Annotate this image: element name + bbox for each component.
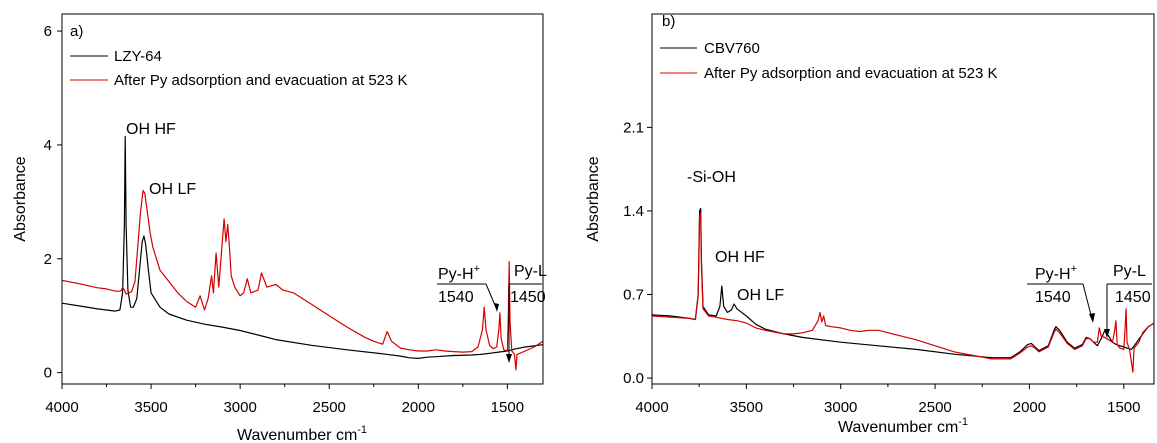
panel-b-x-tick-label: 2500: [918, 399, 951, 416]
panel-a-plot-frame: [61, 13, 544, 385]
panel-a-annot-oh-lf: OH LF: [149, 181, 196, 198]
panel-b-x-tick-label: 3000: [824, 399, 857, 416]
panel-b-x-ticks: 4000 3500 3000 2500 2000 1500: [635, 384, 1140, 416]
panel-a-x-tick-label: 2500: [313, 399, 346, 416]
panel-b-x-tick-label: 4000: [635, 399, 668, 416]
panel-a-y-tick-label: 6: [44, 23, 52, 40]
panel-b-annot-pyh-leader: [1082, 283, 1093, 320]
panel-b-legend-label-py: After Py adsorption and evacuation at 52…: [704, 65, 998, 82]
panel-b-plot-lines: [652, 207, 1154, 373]
panel-a-x-axis-title: Wavenumber cm-1: [237, 424, 367, 443]
panel-a-annot-pyh-arrowhead: [494, 303, 499, 312]
panel-a-x-axis-title-sup: -1: [357, 424, 367, 436]
panel-a-x-tick-label: 3000: [223, 399, 256, 416]
panel-a-series-line-0: [62, 135, 543, 359]
panel-a-y-axis-title: Absorbance: [12, 156, 29, 241]
panel-a-plot-lines: [62, 135, 543, 371]
panel-a-annot-pyh-text: Py-H: [438, 266, 474, 283]
panel-a-annot-pyh: Py-H+: [438, 263, 480, 283]
panel-a-y-tick-label: 0: [44, 365, 52, 382]
panel-b-annot-pyl: Py-L: [1113, 263, 1146, 280]
panel-b-annot-oh-lf: OH LF: [737, 287, 784, 304]
panel-a-y-tick-label: 2: [44, 251, 52, 268]
panel-b-annot-pyh-sup: +: [1071, 263, 1077, 275]
panel-b-x-axis-title: Wavenumber cm-1: [838, 416, 968, 436]
panel-b-series-line-0: [652, 207, 1154, 359]
panel-a-x-tick-label: 2000: [402, 399, 435, 416]
panel-b-annot-sioh: -Si-OH: [687, 169, 736, 186]
panel-b-series-line-1: [652, 212, 1154, 373]
panel-a-legend-label-py: After Py adsorption and evacuation at 52…: [114, 72, 408, 89]
panel-b-x-axis-title-sup: -1: [958, 416, 968, 428]
panel-b-x-axis-title-text: Wavenumber cm: [838, 419, 958, 436]
panel-a-x-axis-title-text: Wavenumber cm: [237, 427, 357, 443]
panel-b-y-tick-label: 2.1: [623, 119, 644, 136]
panel-a-x-tick-label: 4000: [45, 399, 78, 416]
panel-a-annot-pyh-value: 1540: [438, 289, 474, 306]
panel-b-y-tick-label: 1.4: [623, 203, 644, 220]
panel-a-label: a): [70, 23, 83, 40]
panel-b-annot-pyh-value: 1540: [1035, 289, 1071, 306]
panel-b-annot-pyl-arrowhead: [1104, 329, 1110, 338]
panel-a-annot-pyl-value: 1450: [510, 289, 546, 306]
panel-b-label: b): [662, 13, 675, 30]
panel-b-y-ticks: 0.0 0.7 1.4 2.1: [623, 119, 652, 387]
panel-b-x-tick-label: 3500: [730, 399, 763, 416]
panel-a-annot-pyh-sup: +: [474, 263, 480, 275]
panel-b-y-tick-label: 0.7: [623, 286, 644, 303]
panel-b-annot-oh-hf: OH HF: [715, 249, 765, 266]
panel-a-annot-pyl-arrowhead: [506, 354, 512, 363]
panel-b-x-tick-label: 2000: [1013, 399, 1046, 416]
panel-b-y-axis-title: Absorbance: [585, 156, 602, 241]
panel-b-x-tick-label: 1500: [1107, 399, 1140, 416]
panel-a-annot-pyl: Py-L: [514, 263, 547, 280]
panel-b-annot-pyh-text: Py-H: [1035, 266, 1071, 283]
panel-a-x-ticks: 4000 3500 3000 2500 2000 1500: [45, 384, 524, 416]
panel-a-x-tick-label: 1500: [491, 399, 524, 416]
panel-b-legend-label-cbv760: CBV760: [704, 40, 760, 57]
panel-b-chart: 4000 3500 3000 2500 2000 1500 0.0 0.7 1.4 2.1 b)…: [585, 13, 1155, 436]
panel-b-annot-pyh-arrowhead: [1089, 313, 1095, 323]
panel-a-annot-oh-hf: OH HF: [126, 121, 176, 138]
panel-a-y-ticks: 0 2 4 6: [44, 23, 62, 382]
panel-a-y-tick-label: 4: [44, 137, 52, 154]
panel-b-annot-pyl-value: 1450: [1115, 289, 1151, 306]
panel-b-y-tick-label: 0.0: [623, 370, 644, 387]
panel-b-annot-pyh: Py-H+: [1035, 263, 1077, 283]
panel-a-legend-label-lzy64: LZY-64: [114, 48, 162, 65]
panel-a-x-tick-label: 3500: [134, 399, 167, 416]
panel-b-plot-frame: [651, 13, 1155, 385]
panel-a-series-line-1: [62, 189, 543, 371]
